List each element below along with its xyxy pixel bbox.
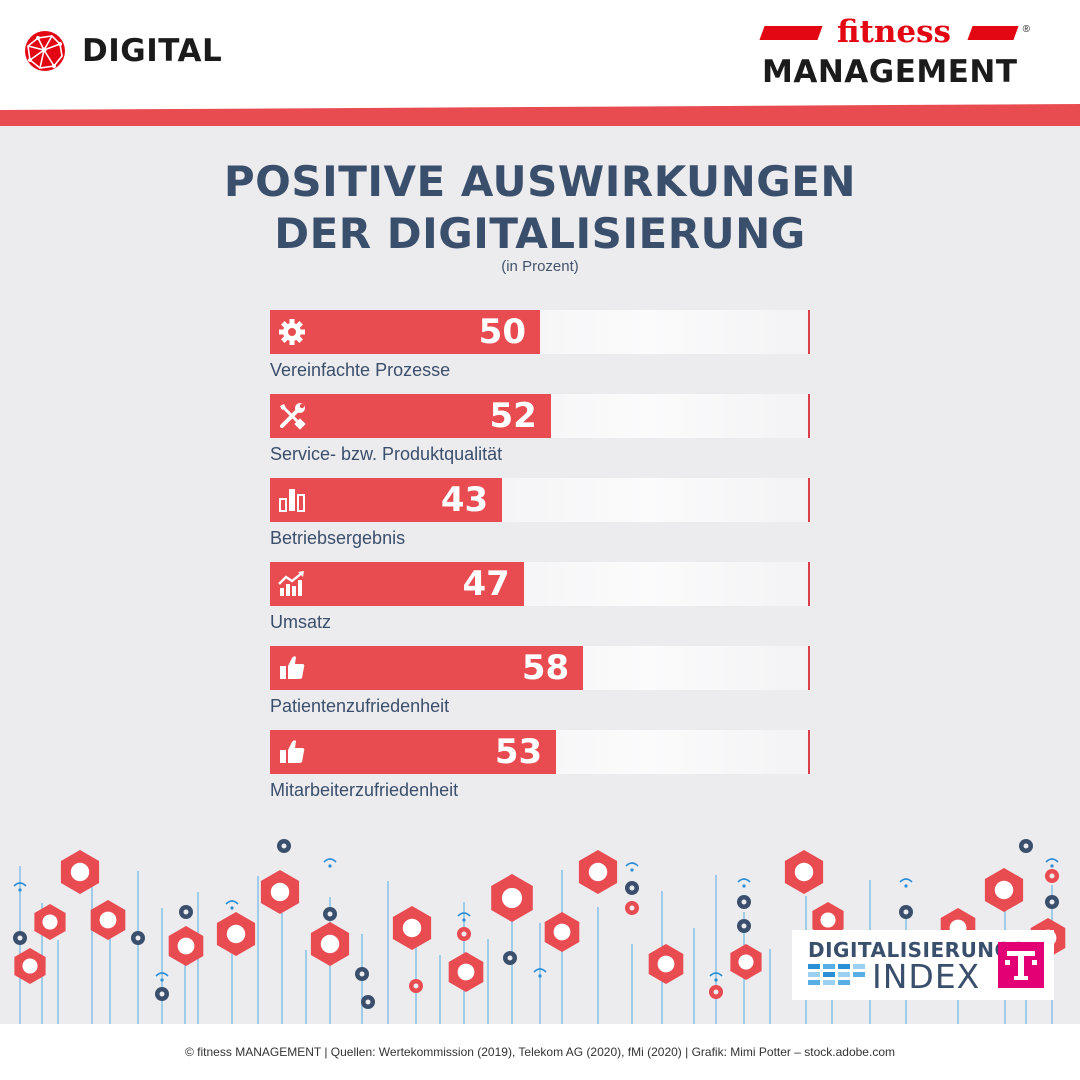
bar-value-label: 52 <box>489 396 537 436</box>
bar-row: 58 Patientenzufriedenheit <box>270 646 810 730</box>
chart-title-line2: DER DIGITALISIERUNG <box>274 209 806 258</box>
telekom-t-logo <box>998 942 1044 988</box>
bar-category-label: Umsatz <box>270 612 332 632</box>
bar: 47 <box>270 562 524 606</box>
bar: 53 <box>270 730 557 774</box>
bar-value-label: 58 <box>521 648 570 688</box>
section-label: DIGITAL <box>82 33 223 69</box>
bar-category-label: Mitarbeiterzufriedenheit <box>270 780 459 800</box>
bar-row: 50 Vereinfachte Prozesse <box>270 310 810 394</box>
bar: 52 <box>270 394 551 438</box>
brand-management-text: MANAGEMENT <box>762 54 1018 90</box>
bar-track-end <box>808 478 810 522</box>
bar-category-label: Service- bzw. Produktqualität <box>270 444 503 464</box>
bar-category-label: Patientenzufriedenheit <box>270 696 450 716</box>
bar-row: 52 Service- bzw. Produktqualität <box>270 394 810 478</box>
health-icons-decoration <box>13 839 1066 1024</box>
bar-row: 43 Betriebsergebnis <box>270 478 810 562</box>
bar-value-label: 43 <box>440 480 489 520</box>
source-credits: © fitness MANAGEMENT | Quellen: Wertekom… <box>185 1045 895 1059</box>
badge-line1: DIGITALISIERUNGS <box>808 938 1027 962</box>
bar-track: 43 <box>270 478 810 522</box>
pixel-squares-icon <box>808 964 865 985</box>
bar: 50 <box>270 310 540 354</box>
digital-section-logo: DIGITAL <box>24 30 222 72</box>
brand-fitness-text: fitness <box>836 14 952 50</box>
logo-stripe-left <box>759 26 823 40</box>
thumbs-up-icon <box>280 656 305 679</box>
bar-chart: 50 Vereinfachte Prozesse 52 Service- bzw. P… <box>270 310 810 810</box>
bar-track-end <box>808 730 810 774</box>
bar-category-label: Vereinfachte Prozesse <box>270 360 451 380</box>
thumbs-up-icon <box>280 740 305 763</box>
chart-title-line1: POSITIVE AUSWIRKUNGEN <box>223 157 857 206</box>
bar-track: 58 <box>270 646 810 690</box>
bar-value-label: 47 <box>462 564 510 604</box>
bar-track-end <box>808 394 810 438</box>
bar-value-label: 50 <box>478 312 526 352</box>
header: DIGITAL fitness ® MANAGEMENT <box>0 0 1080 108</box>
tools-icon <box>280 403 306 430</box>
header-divider-band <box>0 104 1080 126</box>
logo-stripe-right <box>967 26 1019 40</box>
fitness-management-logo: fitness ® MANAGEMENT <box>759 14 1030 90</box>
globe-icon <box>25 31 65 71</box>
bar-track: 50 <box>270 310 810 354</box>
bar-row: 53 Mitarbeiterzufriedenheit <box>270 730 810 814</box>
digitalisierungsindex-badge: DIGITALISIERUNGS INDEX <box>792 930 1054 1000</box>
badge-line2: INDEX <box>872 957 981 996</box>
bar-track-end <box>808 646 810 690</box>
bar-track: 47 <box>270 562 810 606</box>
bar: 43 <box>270 478 503 522</box>
bar-chart-icon <box>279 489 305 512</box>
bar-track: 52 <box>270 394 810 438</box>
chart-title: POSITIVE AUSWIRKUNGEN DER DIGITALISIERUN… <box>0 156 1080 260</box>
bar-track: 53 <box>270 730 810 774</box>
bar-track-end <box>808 310 810 354</box>
footer: © fitness MANAGEMENT | Quellen: Wertekom… <box>0 1024 1080 1080</box>
bar-value-label: 53 <box>494 732 543 772</box>
bar: 58 <box>270 646 584 690</box>
chart-subtitle: (in Prozent) <box>501 258 579 275</box>
gear-icon <box>279 319 305 345</box>
bar-track-end <box>808 562 810 606</box>
bar-category-label: Betriebsergebnis <box>270 528 406 548</box>
growth-chart-icon <box>278 571 304 596</box>
bar-row: 47 Umsatz <box>270 562 810 646</box>
registered-mark: ® <box>1022 24 1030 35</box>
